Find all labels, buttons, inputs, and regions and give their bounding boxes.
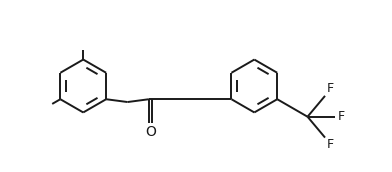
Text: F: F: [338, 110, 345, 123]
Text: F: F: [327, 82, 334, 95]
Text: O: O: [145, 125, 156, 139]
Text: F: F: [327, 138, 334, 151]
